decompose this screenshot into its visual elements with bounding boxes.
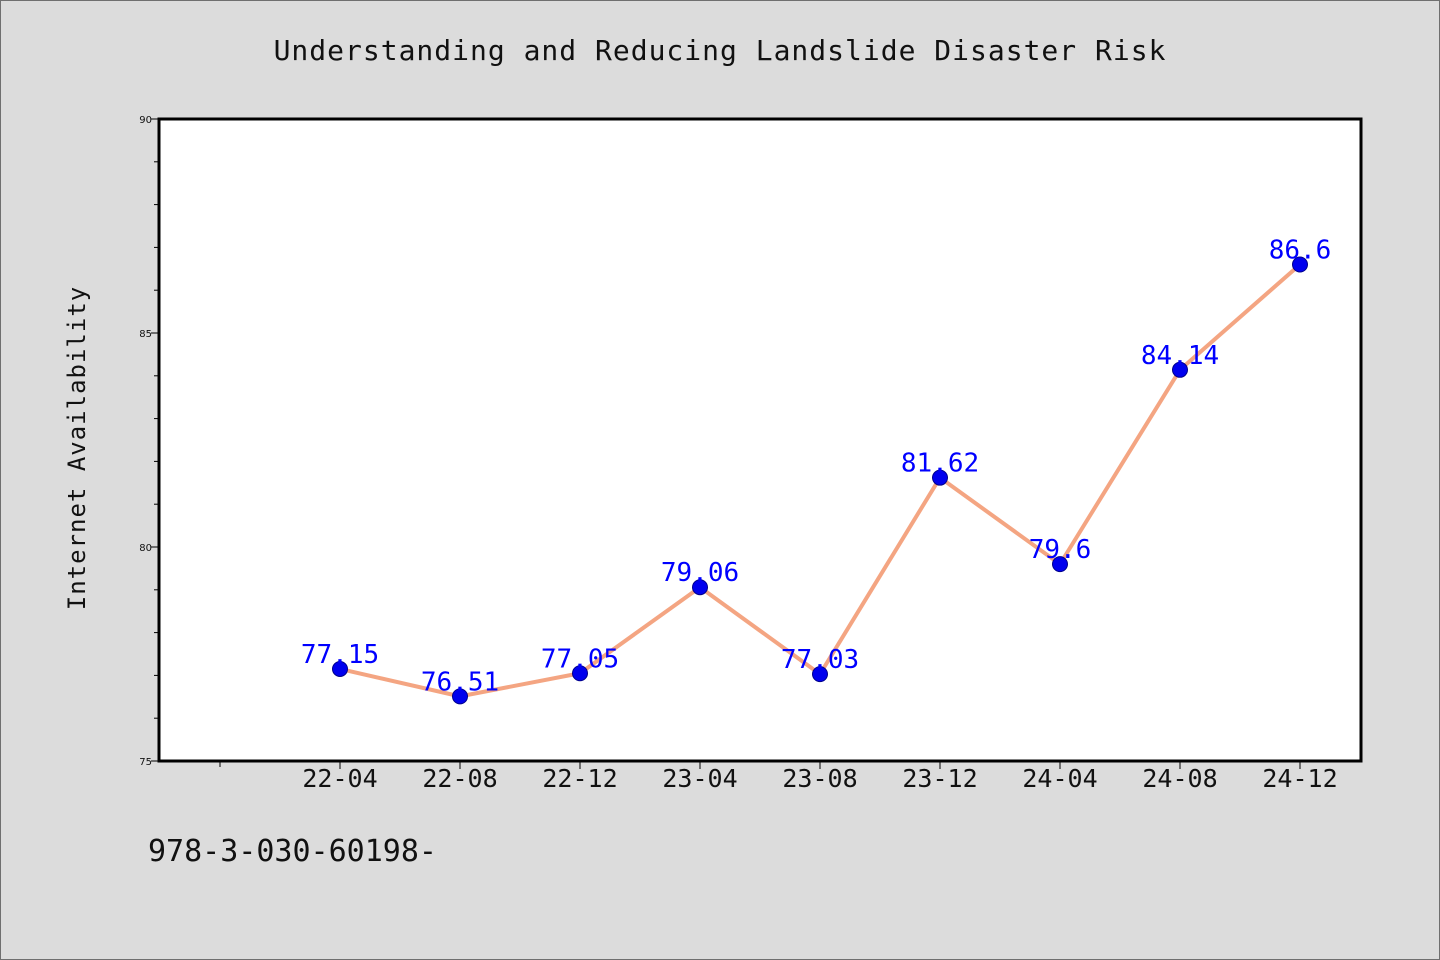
x-tick-label: 22-08	[422, 764, 497, 793]
data-label: 77.05	[541, 644, 619, 674]
plot-area	[159, 119, 1361, 761]
y-tick-label: 85	[139, 329, 152, 340]
data-label: 79.6	[1029, 535, 1092, 565]
data-label: 79.06	[661, 558, 739, 588]
data-point	[1052, 556, 1068, 573]
data-label: 77.03	[781, 645, 859, 675]
data-label: 86.6	[1269, 236, 1332, 266]
y-axis: 75 80 85 90	[139, 115, 159, 768]
footnote-text: 978-3-030-60198-	[148, 834, 437, 869]
x-tick-label: 23-12	[902, 764, 977, 793]
plot-border	[157, 117, 1363, 763]
data-point	[1172, 361, 1188, 378]
data-point	[812, 666, 828, 683]
x-axis: 22-04 22-08 22-12 23-04 23-08 23-12 24-04 24-08…	[219, 761, 1338, 793]
x-tick-label: 24-12	[1262, 764, 1337, 793]
y-tick-label: 75	[139, 757, 152, 768]
data-point	[452, 688, 468, 705]
data-point	[332, 660, 348, 677]
data-point	[692, 579, 708, 596]
y-tick-label: 80	[139, 543, 152, 554]
x-tick-label: 23-04	[662, 764, 737, 793]
data-label: 76.51	[421, 667, 499, 697]
chart-title: Understanding and Reducing Landslide Dis…	[273, 34, 1167, 67]
data-label: 81.62	[901, 449, 979, 479]
data-label: 77.15	[301, 640, 379, 670]
data-point	[1292, 256, 1308, 273]
data-label: 84.14	[1141, 341, 1219, 371]
data-point	[572, 665, 588, 682]
y-tick-label: 90	[139, 115, 152, 126]
x-tick-label: 23-08	[782, 764, 857, 793]
data-point	[932, 469, 948, 486]
series: 77.15 76.51 77.05 79.06 77.03 81.62 79.6 84.14 8…	[301, 236, 1332, 705]
x-tick-label: 24-08	[1142, 764, 1217, 793]
x-tick-label: 22-04	[302, 764, 377, 793]
x-tick-label: 22-12	[542, 764, 617, 793]
x-tick-label: 24-04	[1022, 764, 1097, 793]
